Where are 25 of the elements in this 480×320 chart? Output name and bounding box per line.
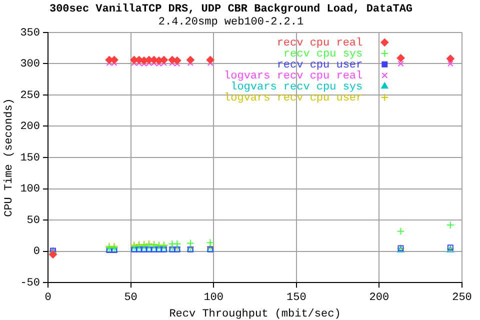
y-tick-label: 350 (20, 27, 40, 40)
y-tick-label: 100 (20, 184, 40, 196)
y-tick-label: 150 (20, 152, 40, 164)
x-tick-label: 250 (452, 292, 472, 304)
y-tick-label: 0 (33, 246, 40, 258)
x-tick-label: 100 (204, 292, 224, 304)
legend-label: recv cpu sys (283, 48, 363, 60)
legend-label: recv cpu user (276, 59, 363, 72)
y-tick-label: -50 (20, 278, 40, 290)
y-tick-label: 50 (26, 214, 40, 227)
x-tick-label: 200 (369, 292, 390, 304)
y-tick-label: 300 (20, 58, 40, 71)
legend-label: logvars recv cpu user (224, 92, 363, 104)
x-tick-label: 50 (124, 292, 138, 304)
y-tick-label: 200 (20, 121, 40, 134)
chart-title: 300sec VanillaTCP DRS, UDP CBR Background Load, DataTAG (49, 3, 413, 16)
y-tick-label: 250 (20, 90, 40, 102)
x-axis-title: Recv Throughput (mbit/sec) (169, 308, 341, 320)
y-axis-title: CPU Time (seconds) (4, 98, 16, 217)
x-tick-label: 0 (44, 292, 52, 304)
legend-label: logvars recv cpu sys (230, 81, 363, 94)
legend-label: logvars recv cpu real (224, 70, 363, 82)
legend-label: recv cpu real (276, 37, 363, 50)
x-tick-label: 150 (286, 292, 306, 304)
chart-subtitle: 2.4.20smp web100-2.2.1 (158, 16, 304, 29)
